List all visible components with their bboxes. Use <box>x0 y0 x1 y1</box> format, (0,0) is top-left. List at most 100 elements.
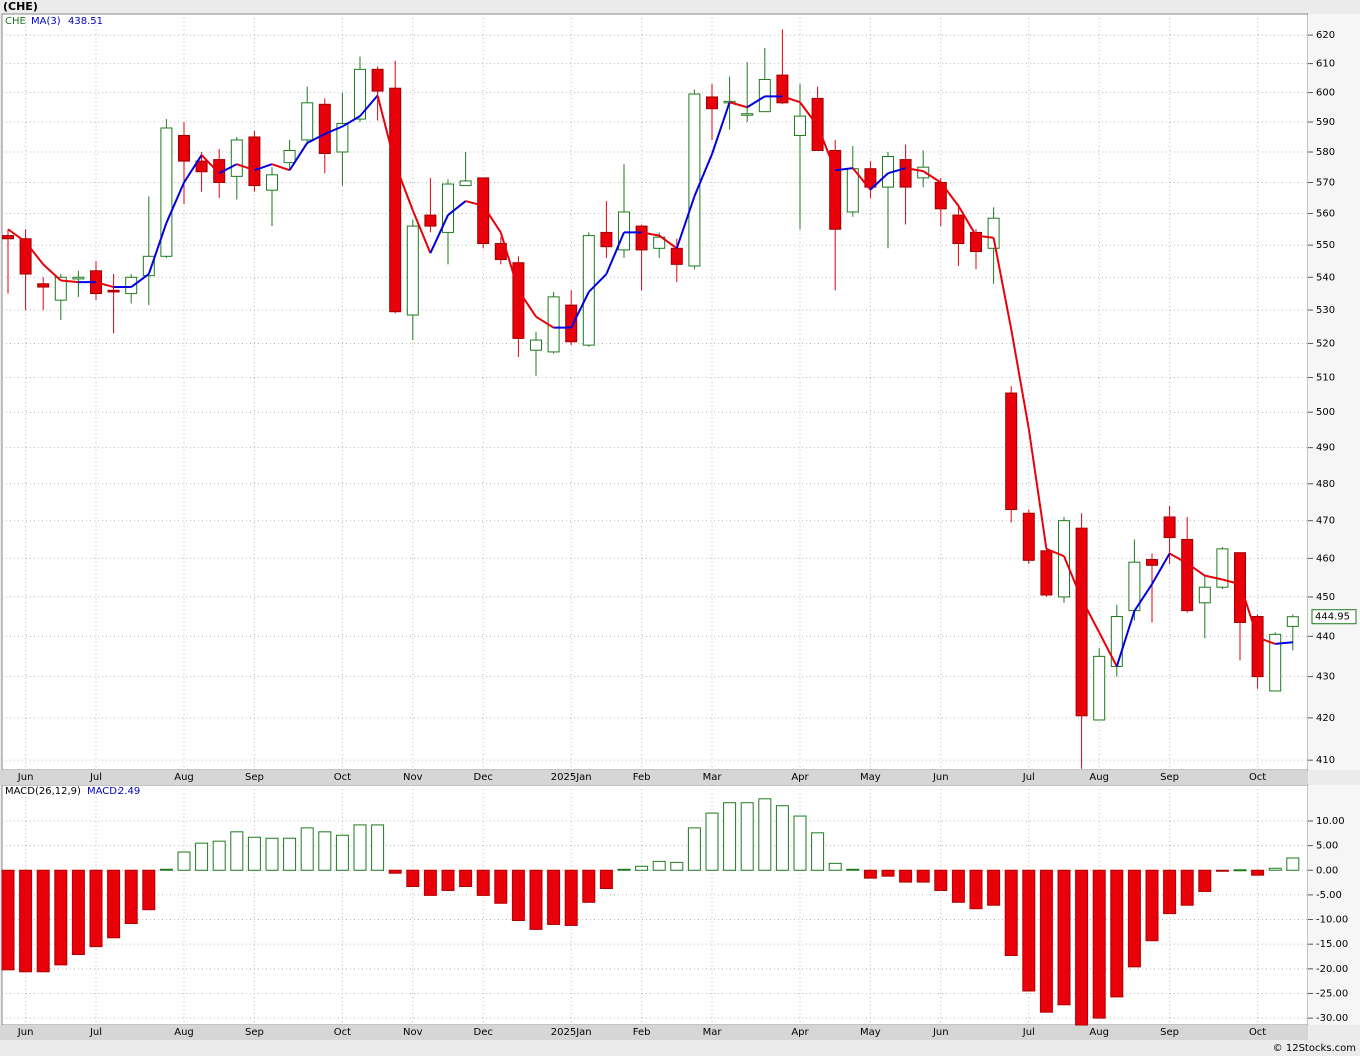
x-tick-label: 2025Jan <box>551 1027 592 1038</box>
candle-body <box>1093 655 1106 721</box>
candle-body <box>107 289 120 293</box>
candle-body <box>125 276 138 295</box>
macd-bar <box>687 827 701 871</box>
ma-segment <box>465 200 484 207</box>
x-tick-label: Aug <box>1089 772 1109 783</box>
ma-segment <box>1239 583 1259 638</box>
x-tick-label: Sep <box>1160 772 1179 783</box>
ma-segment <box>218 163 238 175</box>
ma-segment <box>147 222 168 275</box>
macd-bar <box>1268 867 1282 871</box>
ma-segment <box>1169 552 1188 565</box>
macd-bar <box>388 869 402 874</box>
ma-segment <box>1010 328 1030 429</box>
macd-bar <box>670 861 684 871</box>
candle-body <box>952 214 965 245</box>
y-tick-label: 580 <box>1316 147 1335 158</box>
ma-segment <box>816 125 837 171</box>
candle-body <box>1216 548 1229 588</box>
macd-bar <box>1092 869 1106 1019</box>
x-tick-label: Jun <box>932 772 949 783</box>
macd-bar <box>1075 869 1089 1026</box>
candle-body <box>318 103 331 155</box>
ma-segment <box>641 231 660 237</box>
macd-bar <box>828 862 842 871</box>
month-strip <box>0 770 1308 785</box>
ma-segment <box>394 163 414 211</box>
macd-bar <box>705 812 719 871</box>
x-tick-label: Sep <box>245 1027 264 1038</box>
macd-bar <box>476 869 490 896</box>
candle-body <box>970 231 982 253</box>
candle-body <box>706 96 718 110</box>
y-tick-label: 460 <box>1316 553 1335 564</box>
x-tick-label: Mar <box>703 772 723 783</box>
macd-bar <box>916 869 930 883</box>
ma-segment <box>411 210 432 254</box>
x-tick-label: Jul <box>89 772 102 783</box>
macd-bar <box>212 840 226 871</box>
x-tick-label: Apr <box>791 1027 809 1038</box>
legend-ma: MA(3) <box>31 16 61 27</box>
candle-body <box>424 214 437 227</box>
x-tick-label: Oct <box>1249 1027 1266 1038</box>
ma-segment <box>1027 428 1048 550</box>
y-tick-label: -30.00 <box>1316 1013 1348 1024</box>
macd-bar <box>1180 869 1194 906</box>
macd-bar <box>511 869 525 922</box>
macd-bar <box>899 869 913 883</box>
ma-segment <box>341 115 361 128</box>
x-tick-label: Dec <box>474 1027 493 1038</box>
candle-body <box>336 123 349 153</box>
candle-body <box>1022 512 1035 561</box>
macd-bar <box>265 837 279 871</box>
ma-segment <box>324 125 343 135</box>
macd-bar <box>617 868 631 871</box>
x-tick-label: Nov <box>403 1027 423 1038</box>
candle-body <box>389 87 402 313</box>
candle-body <box>371 68 384 92</box>
chart-title: (CHE) <box>3 0 38 13</box>
macd-bar <box>71 869 85 956</box>
y-tick-label: 620 <box>1316 30 1335 41</box>
candle-body <box>741 113 754 116</box>
ma-segment <box>1275 641 1293 645</box>
candle-body <box>899 159 912 188</box>
y-tick-label: 490 <box>1316 443 1335 454</box>
macd-bar <box>1004 869 1018 957</box>
candle-body <box>688 93 701 267</box>
candle-body <box>653 236 666 249</box>
macd-bar <box>1198 869 1212 892</box>
macd-bar <box>1127 869 1141 968</box>
candle-body <box>248 136 261 187</box>
candle-body <box>829 149 842 230</box>
candle-body <box>582 235 595 346</box>
ma-segment <box>288 142 309 171</box>
candle-body <box>1269 633 1282 692</box>
macd-bar <box>19 869 33 973</box>
macd-bar <box>159 868 173 871</box>
macd-bar <box>582 869 596 903</box>
ma-segment <box>1204 574 1223 581</box>
macd-bar <box>811 832 825 871</box>
x-tick-label: Jun <box>17 772 34 783</box>
y-tick-label: -5.00 <box>1316 890 1342 901</box>
macd-bar <box>1039 869 1053 1013</box>
candle-body <box>618 211 630 251</box>
macd-bar <box>89 869 103 948</box>
y-tick-label: 10.00 <box>1316 816 1345 827</box>
ma-segment <box>570 291 590 329</box>
ma-segment <box>675 196 696 249</box>
ma-segment <box>1257 636 1276 645</box>
y-tick-label: -10.00 <box>1316 915 1348 926</box>
y-tick-label: 570 <box>1316 177 1335 188</box>
candle-body <box>266 174 278 191</box>
last-price-box <box>1311 609 1357 625</box>
ma-segment <box>95 281 114 289</box>
x-tick-label: Dec <box>474 772 493 783</box>
macd-bar <box>177 851 191 871</box>
macd-bar <box>529 869 543 930</box>
ma-segment <box>1151 552 1171 585</box>
candle-body <box>477 177 490 245</box>
macd-bar <box>54 869 68 966</box>
